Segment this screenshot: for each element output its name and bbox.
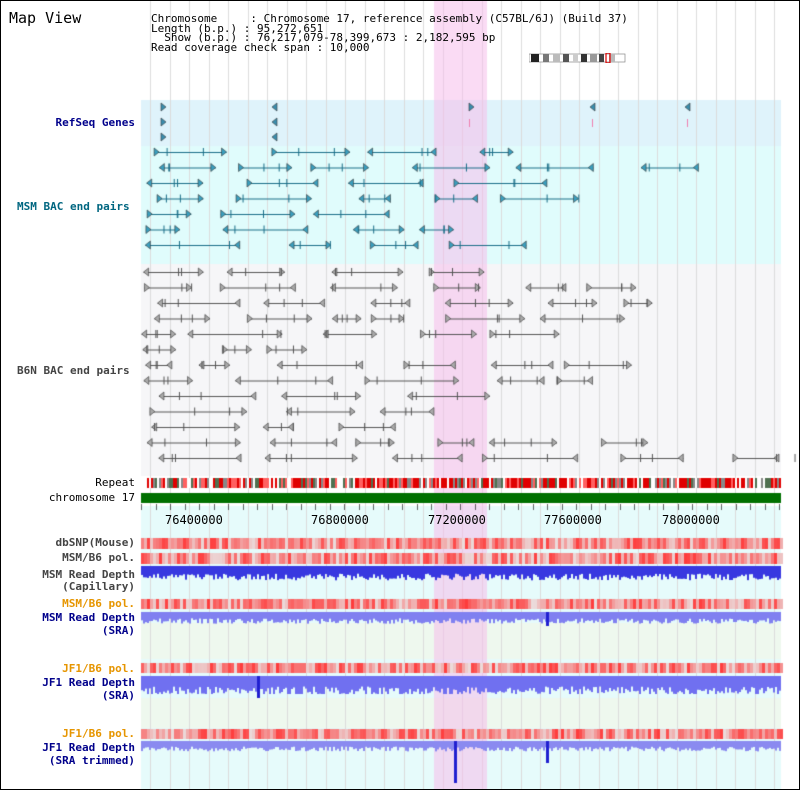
track-label-jf1-b6-pol-1: JF1/B6 pol.: [62, 662, 135, 675]
track-label-msm-bac: MSM BAC end pairs: [17, 200, 130, 213]
track-label-msm-read-capillary: MSM Read Depth: [42, 568, 135, 581]
track-label-jf1-read-trimmed: JF1 Read Depth: [42, 741, 135, 754]
track-label-msm-b6-pol-2: MSM/B6 pol.: [62, 597, 135, 610]
track-label-chromosome: chromosome 17: [48, 491, 135, 504]
track-label-sra-1: (SRA): [101, 624, 135, 637]
length-info: Length (b.p.) : 95,272,651: [151, 22, 324, 35]
track-label-sra-trimmed: (SRA trimmed): [48, 754, 135, 767]
axis-tick-label: 77600000: [544, 513, 602, 527]
track-label-msm-b6-pol-1: MSM/B6 pol.: [62, 551, 135, 564]
track-label-sra-2: (SRA): [101, 689, 135, 702]
track-label-jf1-read-sra: JF1 Read Depth: [42, 676, 135, 689]
axis-tick-label: 76800000: [311, 513, 369, 527]
track-label-refseq-genes: RefSeq Genes: [55, 116, 135, 129]
track-label-b6n-bac: B6N BAC end pairs: [17, 364, 130, 377]
page-title: Map View: [9, 9, 82, 27]
axis-tick-label: 76400000: [165, 513, 223, 527]
track-label-jf1-b6-pol-2: JF1/B6 pol.: [62, 727, 135, 740]
axis-tick-label: 77200000: [428, 513, 486, 527]
track-label-dbsnp: dbSNP(Mouse): [55, 536, 135, 549]
chromosome-info: Chromosome : Chromosome 17, reference as…: [151, 12, 628, 25]
track-label-repeat: Repeat: [95, 476, 135, 489]
show-range-info: Show (b.p.) : 76,217,079-78,399,673 : 2,…: [151, 31, 496, 44]
axis-tick-label: 78000000: [662, 513, 720, 527]
track-label-capillary: (Capillary): [62, 580, 135, 593]
chromosome-ideogram[interactable]: [529, 53, 627, 63]
track-label-msm-read-sra: MSM Read Depth: [42, 611, 135, 624]
coverage-span-info: Read coverage check span : 10,000: [151, 41, 370, 54]
